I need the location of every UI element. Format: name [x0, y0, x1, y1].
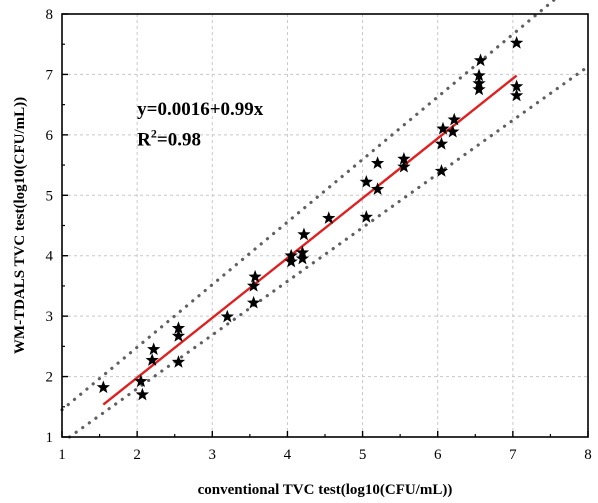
data-points — [96, 36, 524, 401]
data-point-star — [473, 53, 488, 67]
data-point-star — [359, 174, 373, 188]
data-point-star — [147, 342, 161, 356]
y-tick-label: 3 — [46, 309, 54, 325]
data-point-star — [295, 251, 310, 265]
x-tick-label: 6 — [434, 447, 442, 463]
data-point-star — [284, 254, 298, 268]
data-point-star — [322, 211, 336, 224]
x-tick-label: 5 — [359, 447, 367, 463]
r-squared-superscript: 2 — [151, 127, 157, 141]
y-tick-label: 8 — [46, 7, 54, 23]
data-point-star — [246, 295, 261, 309]
data-point-star — [284, 248, 298, 262]
data-point-star — [370, 182, 385, 195]
x-tick-label: 4 — [284, 447, 292, 463]
r-squared-annotation: R2=0.98 — [137, 127, 201, 151]
data-point-star — [472, 76, 486, 90]
x-tick-label: 1 — [58, 447, 66, 463]
data-point-star — [447, 112, 461, 126]
data-point-star — [434, 136, 449, 150]
confidence-bands — [60, 0, 590, 439]
x-axis-title: conventional TVC test(log10(CFU/mL)) — [198, 482, 453, 498]
data-point-star — [297, 227, 311, 241]
equation-annotation: y=0.0016+0.99x — [137, 99, 264, 120]
x-tick-label: 2 — [133, 447, 141, 463]
data-point-star — [248, 269, 262, 283]
y-tick-label: 4 — [46, 249, 54, 265]
confidence-band-line — [67, 64, 590, 439]
y-tick-label: 5 — [46, 188, 54, 204]
data-point-star — [295, 245, 310, 259]
grid — [62, 14, 588, 437]
r-squared-symbol: R — [137, 130, 151, 151]
fit-line-layer — [102, 74, 518, 406]
data-point-star — [472, 68, 486, 82]
data-point-star — [96, 380, 110, 394]
data-point-star — [171, 329, 186, 342]
y-axis-title: WM-TDALS TVC test(log10(CFU/mL)) — [12, 97, 28, 354]
data-point-star — [220, 309, 234, 323]
annotations: y=0.0016+0.99x R2=0.98 — [137, 99, 264, 151]
axis-ticks: 1 2 3 4 5 6 7 8 1 2 3 4 5 6 7 8 — [46, 7, 592, 463]
r-squared-value: =0.98 — [157, 130, 201, 151]
y-tick-label: 2 — [46, 370, 54, 386]
x-tick-label: 7 — [509, 447, 517, 463]
data-point-star — [397, 152, 411, 165]
fit-line — [102, 74, 518, 406]
data-point-star — [397, 159, 411, 173]
data-point-star — [359, 210, 373, 223]
x-tick-label: 8 — [584, 447, 592, 463]
data-point-star — [135, 387, 150, 401]
data-point-star — [171, 355, 186, 368]
y-tick-label: 6 — [46, 128, 54, 144]
data-point-star — [509, 88, 524, 102]
data-point-star — [436, 121, 450, 135]
y-tick-label: 7 — [46, 67, 54, 83]
data-point-star — [145, 353, 159, 366]
data-point-star — [370, 156, 385, 169]
y-tick-label: 1 — [46, 430, 54, 446]
confidence-band-line — [60, 0, 557, 412]
data-point-star — [472, 82, 486, 96]
data-point-star — [434, 164, 449, 177]
data-point-star — [171, 321, 186, 334]
data-point-star — [134, 374, 148, 388]
data-point-star — [446, 124, 460, 138]
x-tick-label: 3 — [209, 447, 217, 463]
data-point-star — [509, 79, 524, 93]
data-point-star — [246, 278, 261, 292]
data-point-star — [509, 36, 524, 49]
